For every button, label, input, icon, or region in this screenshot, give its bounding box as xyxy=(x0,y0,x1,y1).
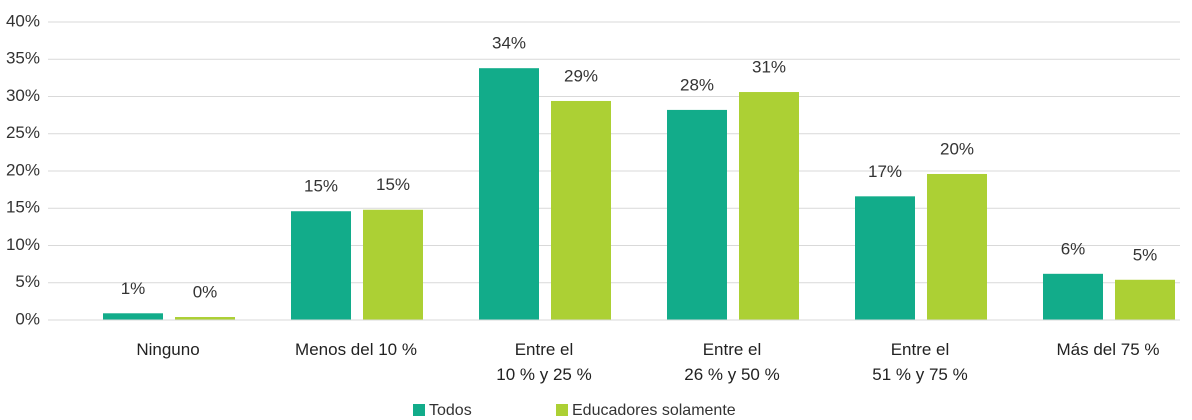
bar xyxy=(1115,279,1175,320)
bar xyxy=(363,209,423,320)
y-tick-label: 30% xyxy=(6,86,40,105)
y-tick-label: 20% xyxy=(6,160,40,179)
data-label: 15% xyxy=(304,177,338,196)
y-tick-label: 0% xyxy=(15,309,40,328)
data-label: 28% xyxy=(680,75,714,94)
bar xyxy=(551,100,611,320)
data-label: 15% xyxy=(376,175,410,194)
data-label: 29% xyxy=(564,66,598,85)
x-tick-label: Más del 75 % xyxy=(1056,340,1160,359)
legend-label: Educadores solamente xyxy=(572,402,736,419)
x-tick-label: Ninguno xyxy=(136,340,200,359)
y-tick-label: 40% xyxy=(6,11,40,30)
bar xyxy=(175,317,235,320)
bar xyxy=(739,92,799,320)
x-tick-label: Menos del 10 % xyxy=(295,340,417,359)
bar xyxy=(855,196,915,320)
bar xyxy=(103,313,163,320)
y-tick-label: 15% xyxy=(6,198,40,217)
bar xyxy=(1043,273,1103,320)
bar xyxy=(667,109,727,320)
y-tick-label: 10% xyxy=(6,235,40,254)
legend-swatch xyxy=(413,404,425,416)
x-tick-label: Entre el 10 % y 25 % xyxy=(496,340,592,384)
x-tick-label: Entre el 26 % y 50 % xyxy=(684,340,780,384)
legend-swatch xyxy=(556,404,568,416)
data-label: 1% xyxy=(121,279,146,298)
y-tick-label: 25% xyxy=(6,123,40,142)
data-label: 0% xyxy=(193,283,218,302)
bar xyxy=(291,211,351,320)
x-tick-label: Entre el 51 % y 75 % xyxy=(872,340,968,384)
data-label: 20% xyxy=(940,139,974,158)
bar xyxy=(927,173,987,320)
data-label: 6% xyxy=(1061,239,1086,258)
data-label: 34% xyxy=(492,34,526,53)
y-tick-label: 5% xyxy=(15,272,40,291)
data-label: 31% xyxy=(752,58,786,77)
y-tick-label: 35% xyxy=(6,49,40,68)
data-label: 17% xyxy=(868,162,902,181)
data-label: 5% xyxy=(1133,245,1158,264)
legend-label: Todos xyxy=(429,402,472,419)
bar xyxy=(479,68,539,320)
